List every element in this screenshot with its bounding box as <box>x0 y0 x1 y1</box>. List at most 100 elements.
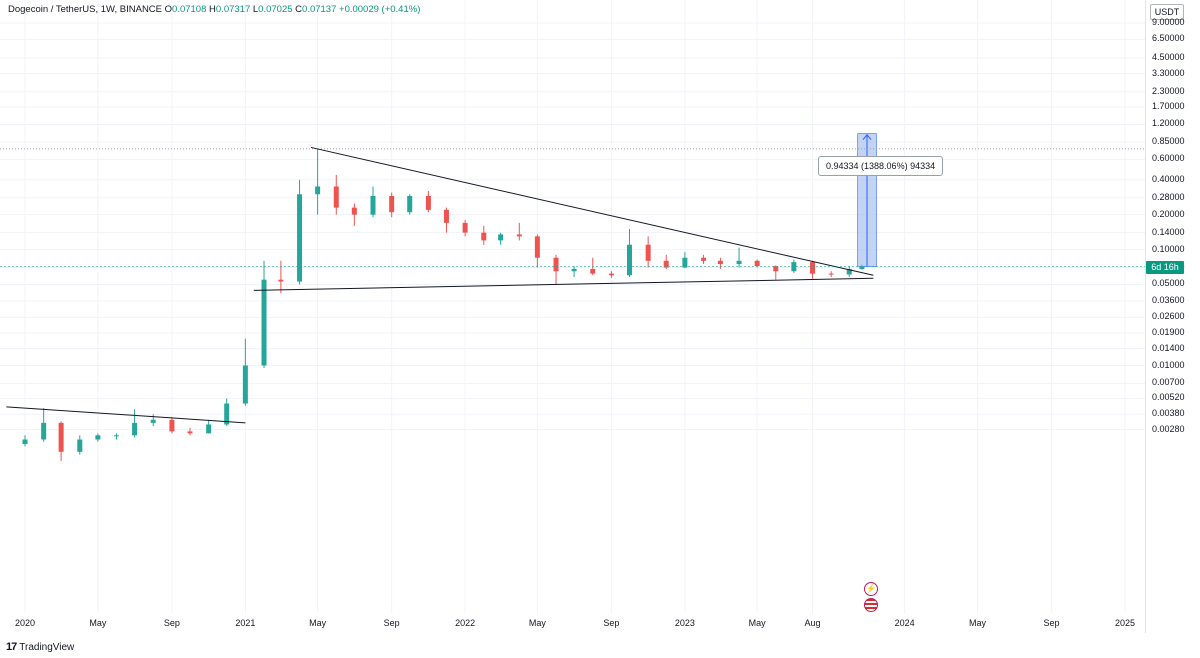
candle-body <box>443 209 449 223</box>
candle-body <box>95 435 101 440</box>
old-resistance-trendline <box>6 406 246 424</box>
price-tick-label: 1.20000 <box>1152 118 1185 129</box>
price-tick-label: 9.00000 <box>1152 17 1185 27</box>
price-tick-label: 0.01900 <box>1152 327 1185 338</box>
candle-body <box>717 260 723 265</box>
us-flag-event-icon[interactable] <box>864 598 878 612</box>
candle-body <box>736 260 742 265</box>
candle-body <box>663 260 669 268</box>
candle-body <box>425 195 431 210</box>
descending-resistance-trendline <box>310 146 874 276</box>
candle-body <box>754 260 760 267</box>
price-tick-label: 0.60000 <box>1152 153 1185 164</box>
price-tick-label: 0.01400 <box>1152 342 1185 353</box>
candle-body <box>389 195 395 213</box>
change-value: +0.00029 (+0.41%) <box>339 4 421 15</box>
candle-body <box>462 222 468 233</box>
time-tick-label: 2022 <box>455 618 476 628</box>
candle-body <box>22 439 28 445</box>
measure-tool-label: 0.94334 (1388.06%) 94334 <box>818 156 944 176</box>
low-label: L <box>252 4 259 15</box>
price-tick-label: 0.00520 <box>1152 392 1185 403</box>
candle-body <box>77 439 83 452</box>
candle-body <box>407 195 413 213</box>
symbol-title[interactable]: Dogecoin / TetherUS, 1W, BINANCE <box>8 4 162 15</box>
time-tick-label: 2020 <box>14 618 36 628</box>
candle-body <box>297 194 303 282</box>
candle-body <box>58 422 64 452</box>
price-tick-label: 2.30000 <box>1152 85 1185 96</box>
candle-body <box>187 431 193 434</box>
candle-body <box>224 403 230 425</box>
price-tick-label: 0.85000 <box>1152 135 1185 146</box>
candle-body <box>333 186 339 208</box>
candle-body <box>590 268 596 274</box>
ascending-support-trendline <box>253 277 874 291</box>
close-label: C <box>295 4 303 15</box>
price-tick-label: 0.40000 <box>1152 173 1185 184</box>
price-tick-label: 0.03600 <box>1152 295 1185 305</box>
price-tick-label: 0.02600 <box>1152 311 1185 322</box>
price-tick-label: 0.28000 <box>1152 191 1185 202</box>
candle-body <box>114 435 120 437</box>
candle-body <box>41 422 47 440</box>
open-value: 0.07108 <box>172 4 207 15</box>
candle-body <box>608 273 614 276</box>
time-tick-label: 2023 <box>674 618 695 628</box>
candle-body <box>645 244 651 261</box>
lightning-event-icon[interactable]: ⚡ <box>864 582 878 596</box>
candle-body <box>682 257 688 268</box>
footer: 17 TradingView <box>0 633 1200 658</box>
candle-body <box>242 365 248 404</box>
candle-body <box>859 266 865 269</box>
price-chart[interactable] <box>0 0 1145 633</box>
candle-body <box>370 195 376 215</box>
tradingview-logo-icon: 17 <box>6 641 17 653</box>
symbol-legend: Dogecoin / TetherUS, 1W, BINANCE O0.0710… <box>8 4 420 15</box>
price-tick-label: 0.05000 <box>1152 278 1185 289</box>
candle-body <box>626 244 632 276</box>
candle-body <box>481 232 487 241</box>
open-label: O <box>164 4 173 15</box>
tradingview-logo-text: TradingView <box>19 641 75 653</box>
price-axis[interactable] <box>1145 0 1200 633</box>
price-tick-label: 6.50000 <box>1152 33 1185 44</box>
candle-body <box>534 236 540 258</box>
time-axis[interactable]: 2020 May Sep 2021 May Sep 2022 May Sep 2023 May Aug… <box>0 613 1145 633</box>
tradingview-logo[interactable]: 17 TradingView <box>6 641 74 653</box>
price-tick-label: 0.20000 <box>1152 208 1185 219</box>
price-tick-label: 3.30000 <box>1152 67 1185 78</box>
price-tick-label: 0.00380 <box>1152 408 1185 419</box>
candle-body <box>828 273 834 275</box>
time-tick-label: Sep <box>163 618 180 628</box>
time-tick-label: May <box>968 618 986 628</box>
time-tick-label: 2021 <box>235 618 256 628</box>
close-value: 0.07137 <box>302 4 337 15</box>
time-tick-label: Aug <box>804 618 821 628</box>
price-tick-label: 0.00700 <box>1152 377 1185 388</box>
time-tick-label: Sep <box>603 618 620 628</box>
chart-area[interactable] <box>0 0 1145 633</box>
candle-body <box>846 268 852 275</box>
currency-unit-button[interactable]: USDT <box>1150 4 1184 20</box>
candle-body <box>169 419 175 432</box>
candle-body <box>773 266 779 272</box>
time-tick-label: May <box>528 618 546 628</box>
candle-body <box>150 419 156 423</box>
bar-countdown-label: 6d 16h <box>1146 260 1184 274</box>
price-tick-label: 0.14000 <box>1152 226 1185 237</box>
candle-body <box>498 234 504 241</box>
candle-body <box>701 257 707 261</box>
time-tick-label: 2025 <box>1114 618 1136 628</box>
time-tick-label: May <box>89 618 107 628</box>
time-tick-label: Sep <box>383 618 400 628</box>
candle-body <box>516 234 522 237</box>
low-value: 0.07025 <box>258 4 293 15</box>
time-tick-label: May <box>309 618 327 628</box>
time-tick-label: 2024 <box>894 618 915 628</box>
price-tick-label: 4.50000 <box>1152 51 1185 62</box>
price-tick-label: 0.10000 <box>1152 243 1185 254</box>
measure-arrow-head <box>862 133 872 140</box>
candle-body <box>132 422 138 436</box>
high-value: 0.07317 <box>215 4 251 15</box>
